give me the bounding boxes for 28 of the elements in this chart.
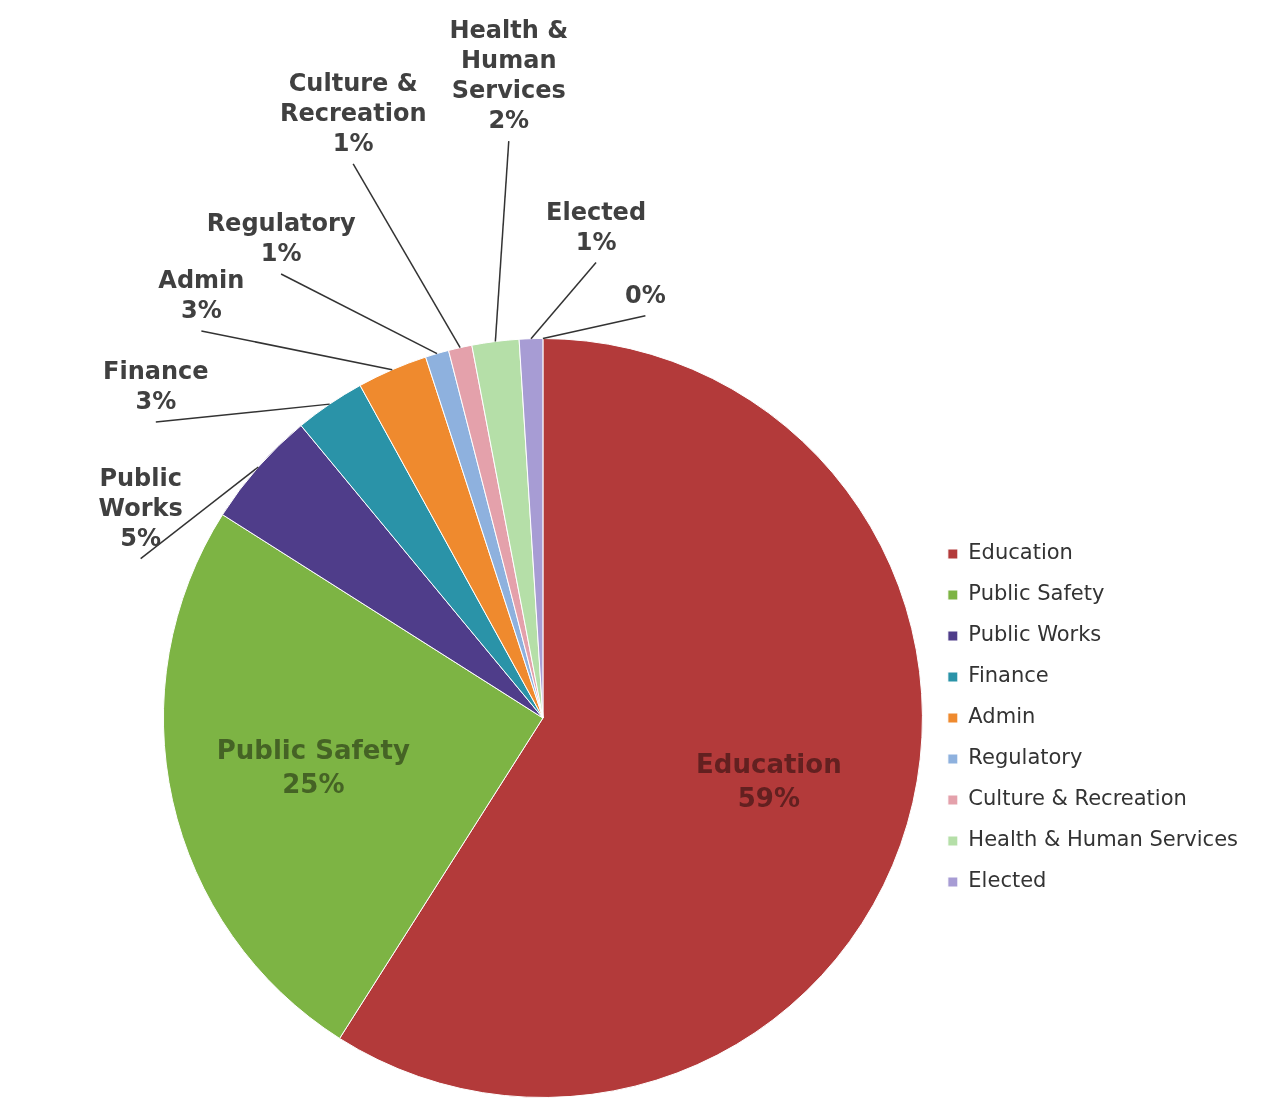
slice-label: Regulatory bbox=[206, 209, 356, 238]
data-label: 3% bbox=[135, 387, 177, 416]
slice-label: Public Safety bbox=[216, 735, 410, 766]
data-label: 25% bbox=[282, 769, 345, 800]
data-label: 3% bbox=[181, 296, 222, 325]
legend-label: Health & Human Services bbox=[968, 827, 1239, 852]
data-label: 5% bbox=[120, 523, 162, 552]
slice-label: Elected bbox=[546, 197, 647, 226]
slice-label: Culture & Recreation bbox=[279, 69, 427, 128]
legend-label: Elected bbox=[968, 868, 1047, 893]
slice-label: Education bbox=[696, 749, 842, 780]
legend-label: Education bbox=[968, 540, 1073, 565]
legend-label: Regulatory bbox=[968, 745, 1083, 770]
slice-label: Admin bbox=[158, 266, 245, 295]
text: 0% bbox=[625, 280, 666, 309]
legend-label: Public Works bbox=[968, 622, 1102, 647]
legend-label: Public Safety bbox=[968, 581, 1105, 606]
slice-label: Finance bbox=[103, 357, 209, 386]
legend-label: Culture & Recreation bbox=[968, 786, 1187, 811]
data-label: 1% bbox=[575, 227, 617, 256]
data-label: 1% bbox=[260, 239, 302, 268]
legend-label: Admin bbox=[968, 704, 1036, 729]
data-label: 59% bbox=[737, 783, 800, 814]
slice-label: Health & Human Services bbox=[449, 16, 569, 105]
data-label: 2% bbox=[488, 106, 530, 135]
slice-label: Public Works bbox=[98, 463, 183, 522]
legend-label: Finance bbox=[968, 663, 1049, 688]
data-label: 1% bbox=[332, 129, 374, 158]
